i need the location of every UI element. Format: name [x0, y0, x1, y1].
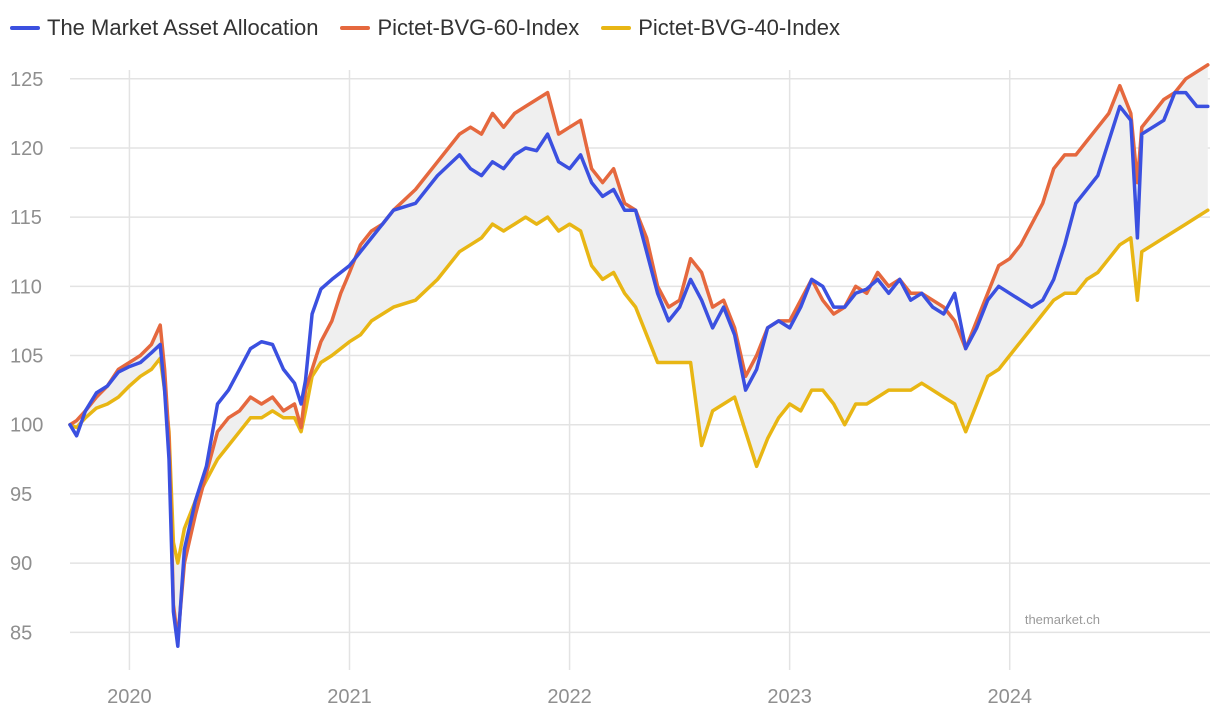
series-line-the-market-asset-allocation [68, 90, 1210, 648]
legend-swatch [340, 26, 371, 30]
series-layer [68, 63, 1210, 648]
band-layer [70, 64, 1208, 640]
legend-label: The Market Asset Allocation [47, 15, 319, 40]
y-tick-label: 85 [10, 622, 32, 644]
range-band [70, 64, 1208, 640]
legend-item[interactable]: The Market Asset Allocation [10, 15, 318, 41]
x-tick-label: 2021 [327, 686, 372, 708]
x-tick-label: 2022 [547, 686, 592, 708]
grid-layer [70, 70, 1210, 670]
y-tick-label: 105 [10, 346, 43, 368]
legend-swatch [601, 26, 632, 30]
legend-item[interactable]: Pictet-BVG-60-Index [340, 15, 579, 41]
x-tick-label: 2023 [767, 686, 812, 708]
y-tick-label: 120 [10, 138, 43, 160]
y-tick-label: 125 [10, 69, 43, 91]
legend-label: Pictet-BVG-60-Index [377, 15, 580, 40]
axis-layer: 85 90 95 100 105 110 115 120 125 2020 2021 2022 2023… [10, 69, 1032, 708]
series-line-pictet-bvg-40-index [68, 208, 1210, 565]
chart-legend: The Market Asset Allocation Pictet-BVG-60… [10, 12, 862, 44]
y-tick-label: 95 [10, 484, 32, 506]
legend-swatch [10, 26, 40, 30]
y-tick-label: 110 [10, 276, 42, 298]
x-tick-label: 2024 [987, 686, 1032, 708]
x-tick-label: 2020 [107, 686, 152, 708]
y-tick-label: 100 [10, 415, 43, 437]
legend-item[interactable]: Pictet-BVG-40-Index [601, 15, 840, 41]
y-tick-label: 90 [10, 553, 32, 575]
series-line-pictet-bvg-60-index [68, 63, 1210, 641]
legend-label: Pictet-BVG-40-Index [638, 15, 840, 40]
watermark-text: themarket.ch [1025, 612, 1100, 627]
y-tick-label: 115 [10, 207, 42, 229]
